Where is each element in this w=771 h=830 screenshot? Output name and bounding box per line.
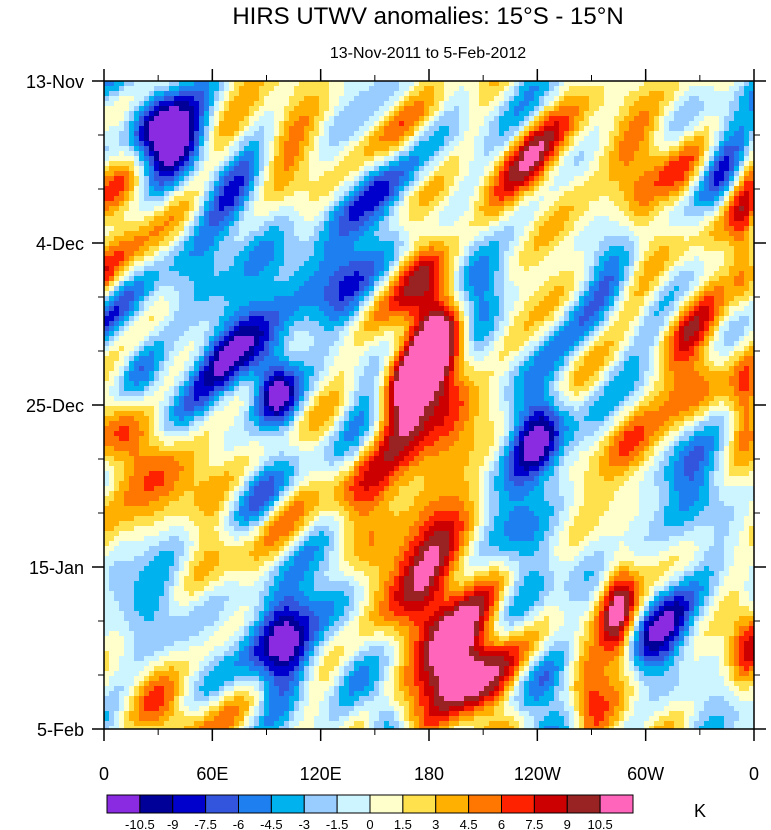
colorbar-swatch bbox=[106, 794, 141, 814]
colorbar-swatch bbox=[599, 794, 634, 814]
y-tick-label: 5-Feb bbox=[37, 720, 84, 740]
x-axis: 0 60E 120E 180 120W 60W 0 bbox=[99, 69, 759, 784]
colorbar-swatch bbox=[336, 794, 371, 814]
colorbar-swatch bbox=[566, 794, 601, 814]
x-tick-label: 120W bbox=[514, 764, 561, 784]
colorbar-swatch bbox=[303, 794, 338, 814]
colorbar-level-label: 1.5 bbox=[394, 817, 412, 830]
colorbar-swatch bbox=[402, 794, 437, 814]
colorbar-level-label: 4.5 bbox=[460, 817, 478, 830]
x-tick-label: 180 bbox=[414, 764, 444, 784]
y-tick-label: 13-Nov bbox=[26, 72, 84, 92]
colorbar-level-label: -1.5 bbox=[326, 817, 348, 830]
y-tick-label: 15-Jan bbox=[29, 558, 84, 578]
colorbar-swatch bbox=[172, 794, 207, 814]
colorbar-level-label: 10.5 bbox=[587, 817, 612, 830]
colorbar-level-label: 3 bbox=[432, 817, 439, 830]
colorbar-swatch bbox=[533, 794, 568, 814]
y-tick-label: 4-Dec bbox=[36, 234, 84, 254]
colorbar-level-label: -4.5 bbox=[260, 817, 282, 830]
colorbar-swatch bbox=[139, 794, 174, 814]
x-tick-label: 0 bbox=[99, 764, 109, 784]
colorbar-level-label: 9 bbox=[564, 817, 571, 830]
x-tick-label: 60W bbox=[627, 764, 664, 784]
colorbar-level-label: -3 bbox=[298, 817, 310, 830]
chart-title: HIRS UTWV anomalies: 15°S - 15°N bbox=[232, 3, 623, 30]
colorbar-level-label: -9 bbox=[167, 817, 179, 830]
colorbar-swatch bbox=[238, 794, 272, 814]
chart-subtitle: 13-Nov-2011 to 5-Feb-2012 bbox=[330, 45, 526, 62]
colorbar: -10.5 -9 -7.5 -6 -4.5 -3 -1.5 0 1.5 3 4.5 6 7.5 9 10.5 bbox=[106, 794, 634, 830]
colorbar-units: K bbox=[694, 801, 706, 821]
colorbar-swatch bbox=[205, 794, 239, 814]
colorbar-swatch bbox=[369, 794, 404, 814]
colorbar-level-label: 7.5 bbox=[525, 817, 543, 830]
x-tick-label: 120E bbox=[300, 764, 342, 784]
colorbar-level-label: -10.5 bbox=[125, 817, 155, 830]
y-tick-label: 25-Dec bbox=[26, 396, 84, 416]
colorbar-swatch bbox=[435, 794, 470, 814]
colorbar-level-label: -6 bbox=[233, 817, 245, 830]
colorbar-swatch bbox=[468, 794, 502, 814]
colorbar-level-label: 0 bbox=[366, 817, 373, 830]
colorbar-swatch bbox=[501, 794, 535, 814]
x-tick-label: 0 bbox=[749, 764, 759, 784]
y-axis: 13-Nov 4-Dec 25-Dec 15-Jan 5-Feb bbox=[26, 72, 766, 740]
heatmap-field bbox=[104, 81, 754, 729]
colorbar-level-label: -7.5 bbox=[194, 817, 216, 830]
colorbar-level-label: 6 bbox=[498, 817, 505, 830]
x-tick-label: 60E bbox=[196, 764, 228, 784]
colorbar-swatch bbox=[270, 794, 305, 814]
